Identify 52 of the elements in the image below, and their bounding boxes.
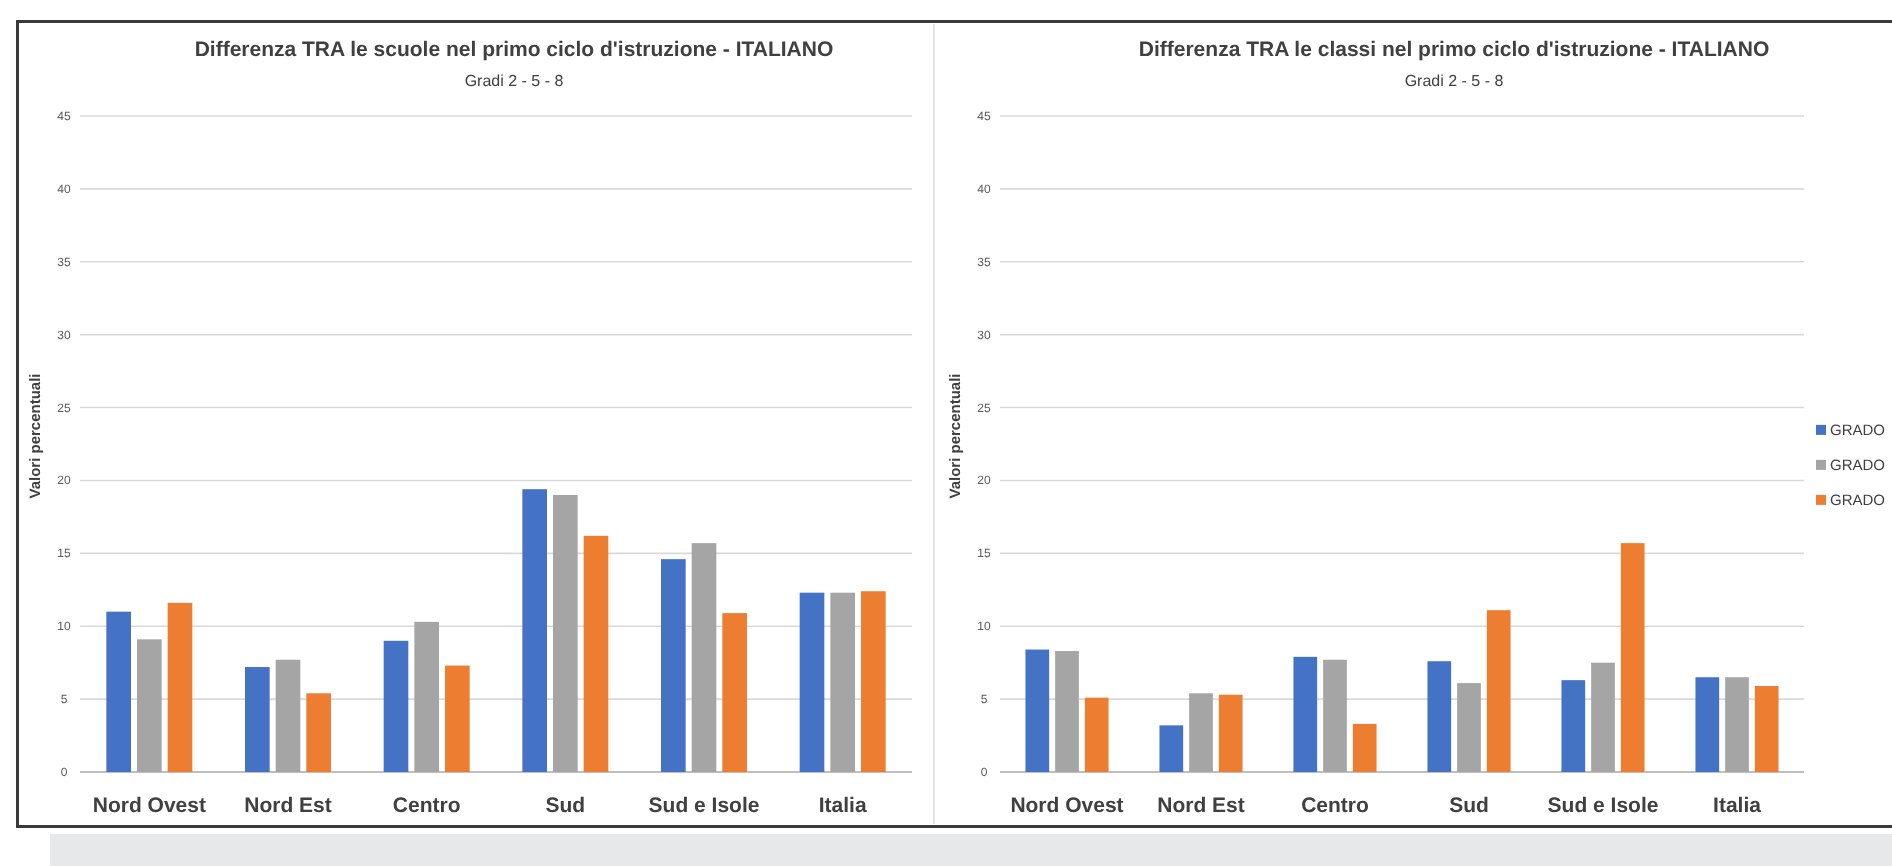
x-tick-label: Italia: [818, 794, 867, 818]
bar: [1620, 543, 1645, 772]
bar: [1427, 661, 1452, 772]
bar: [1025, 649, 1050, 772]
bar: [1218, 694, 1243, 772]
x-tick-label: Sud: [545, 794, 586, 818]
bar: [522, 489, 547, 772]
bar: [799, 592, 825, 772]
bar: [1352, 723, 1377, 772]
chart-subtitle: Gradi 2 - 5 - 8: [1404, 72, 1505, 90]
bar: [661, 559, 686, 772]
bar: [1159, 725, 1184, 772]
bar: [167, 602, 193, 772]
bar: [1084, 697, 1109, 772]
bar: [1725, 677, 1749, 772]
x-tick-label: Nord Est: [1157, 794, 1246, 818]
bar: [1561, 680, 1586, 772]
x-tick-label: Centro: [392, 794, 461, 818]
bar: [1293, 656, 1318, 772]
bar: [691, 543, 717, 772]
bar: [830, 592, 855, 772]
bar: [414, 621, 439, 772]
bar: [1486, 610, 1511, 772]
bar: [583, 535, 609, 772]
bar: [1055, 651, 1079, 772]
bar: [1323, 659, 1347, 772]
bar: [306, 693, 331, 772]
chart-title: Differenza TRA le classi nel primo ciclo d'istruzione - ITALIANO: [1138, 38, 1770, 62]
chart-subtitle: Gradi 2 - 5 - 8: [464, 72, 565, 90]
x-tick-label: Centro: [1301, 794, 1369, 818]
bar: [137, 639, 162, 772]
bar: [722, 613, 747, 772]
x-tick-label: Sud e Isole: [1547, 794, 1659, 818]
x-tick-label: Nord Ovest: [1010, 794, 1125, 818]
bar: [1695, 677, 1720, 772]
bar: [1591, 662, 1615, 772]
x-tick-label: Nord Est: [244, 794, 333, 818]
bar: [1754, 685, 1779, 772]
bar: [1457, 683, 1481, 772]
x-tick-label: Sud: [1449, 794, 1489, 818]
bar: [106, 611, 131, 772]
bar: [245, 667, 270, 772]
x-tick-label: Sud e Isole: [648, 794, 760, 818]
bar: [383, 640, 409, 772]
bar: [553, 495, 578, 772]
bar: [445, 665, 470, 772]
chart-title: Differenza TRA le scuole nel primo ciclo d'istruzione - ITALIANO: [194, 38, 834, 62]
x-tick-label: Italia: [1713, 794, 1762, 818]
bar: [861, 591, 886, 772]
bar: [1189, 693, 1213, 772]
bar: [275, 659, 301, 772]
x-tick-label: Nord Ovest: [92, 794, 207, 818]
